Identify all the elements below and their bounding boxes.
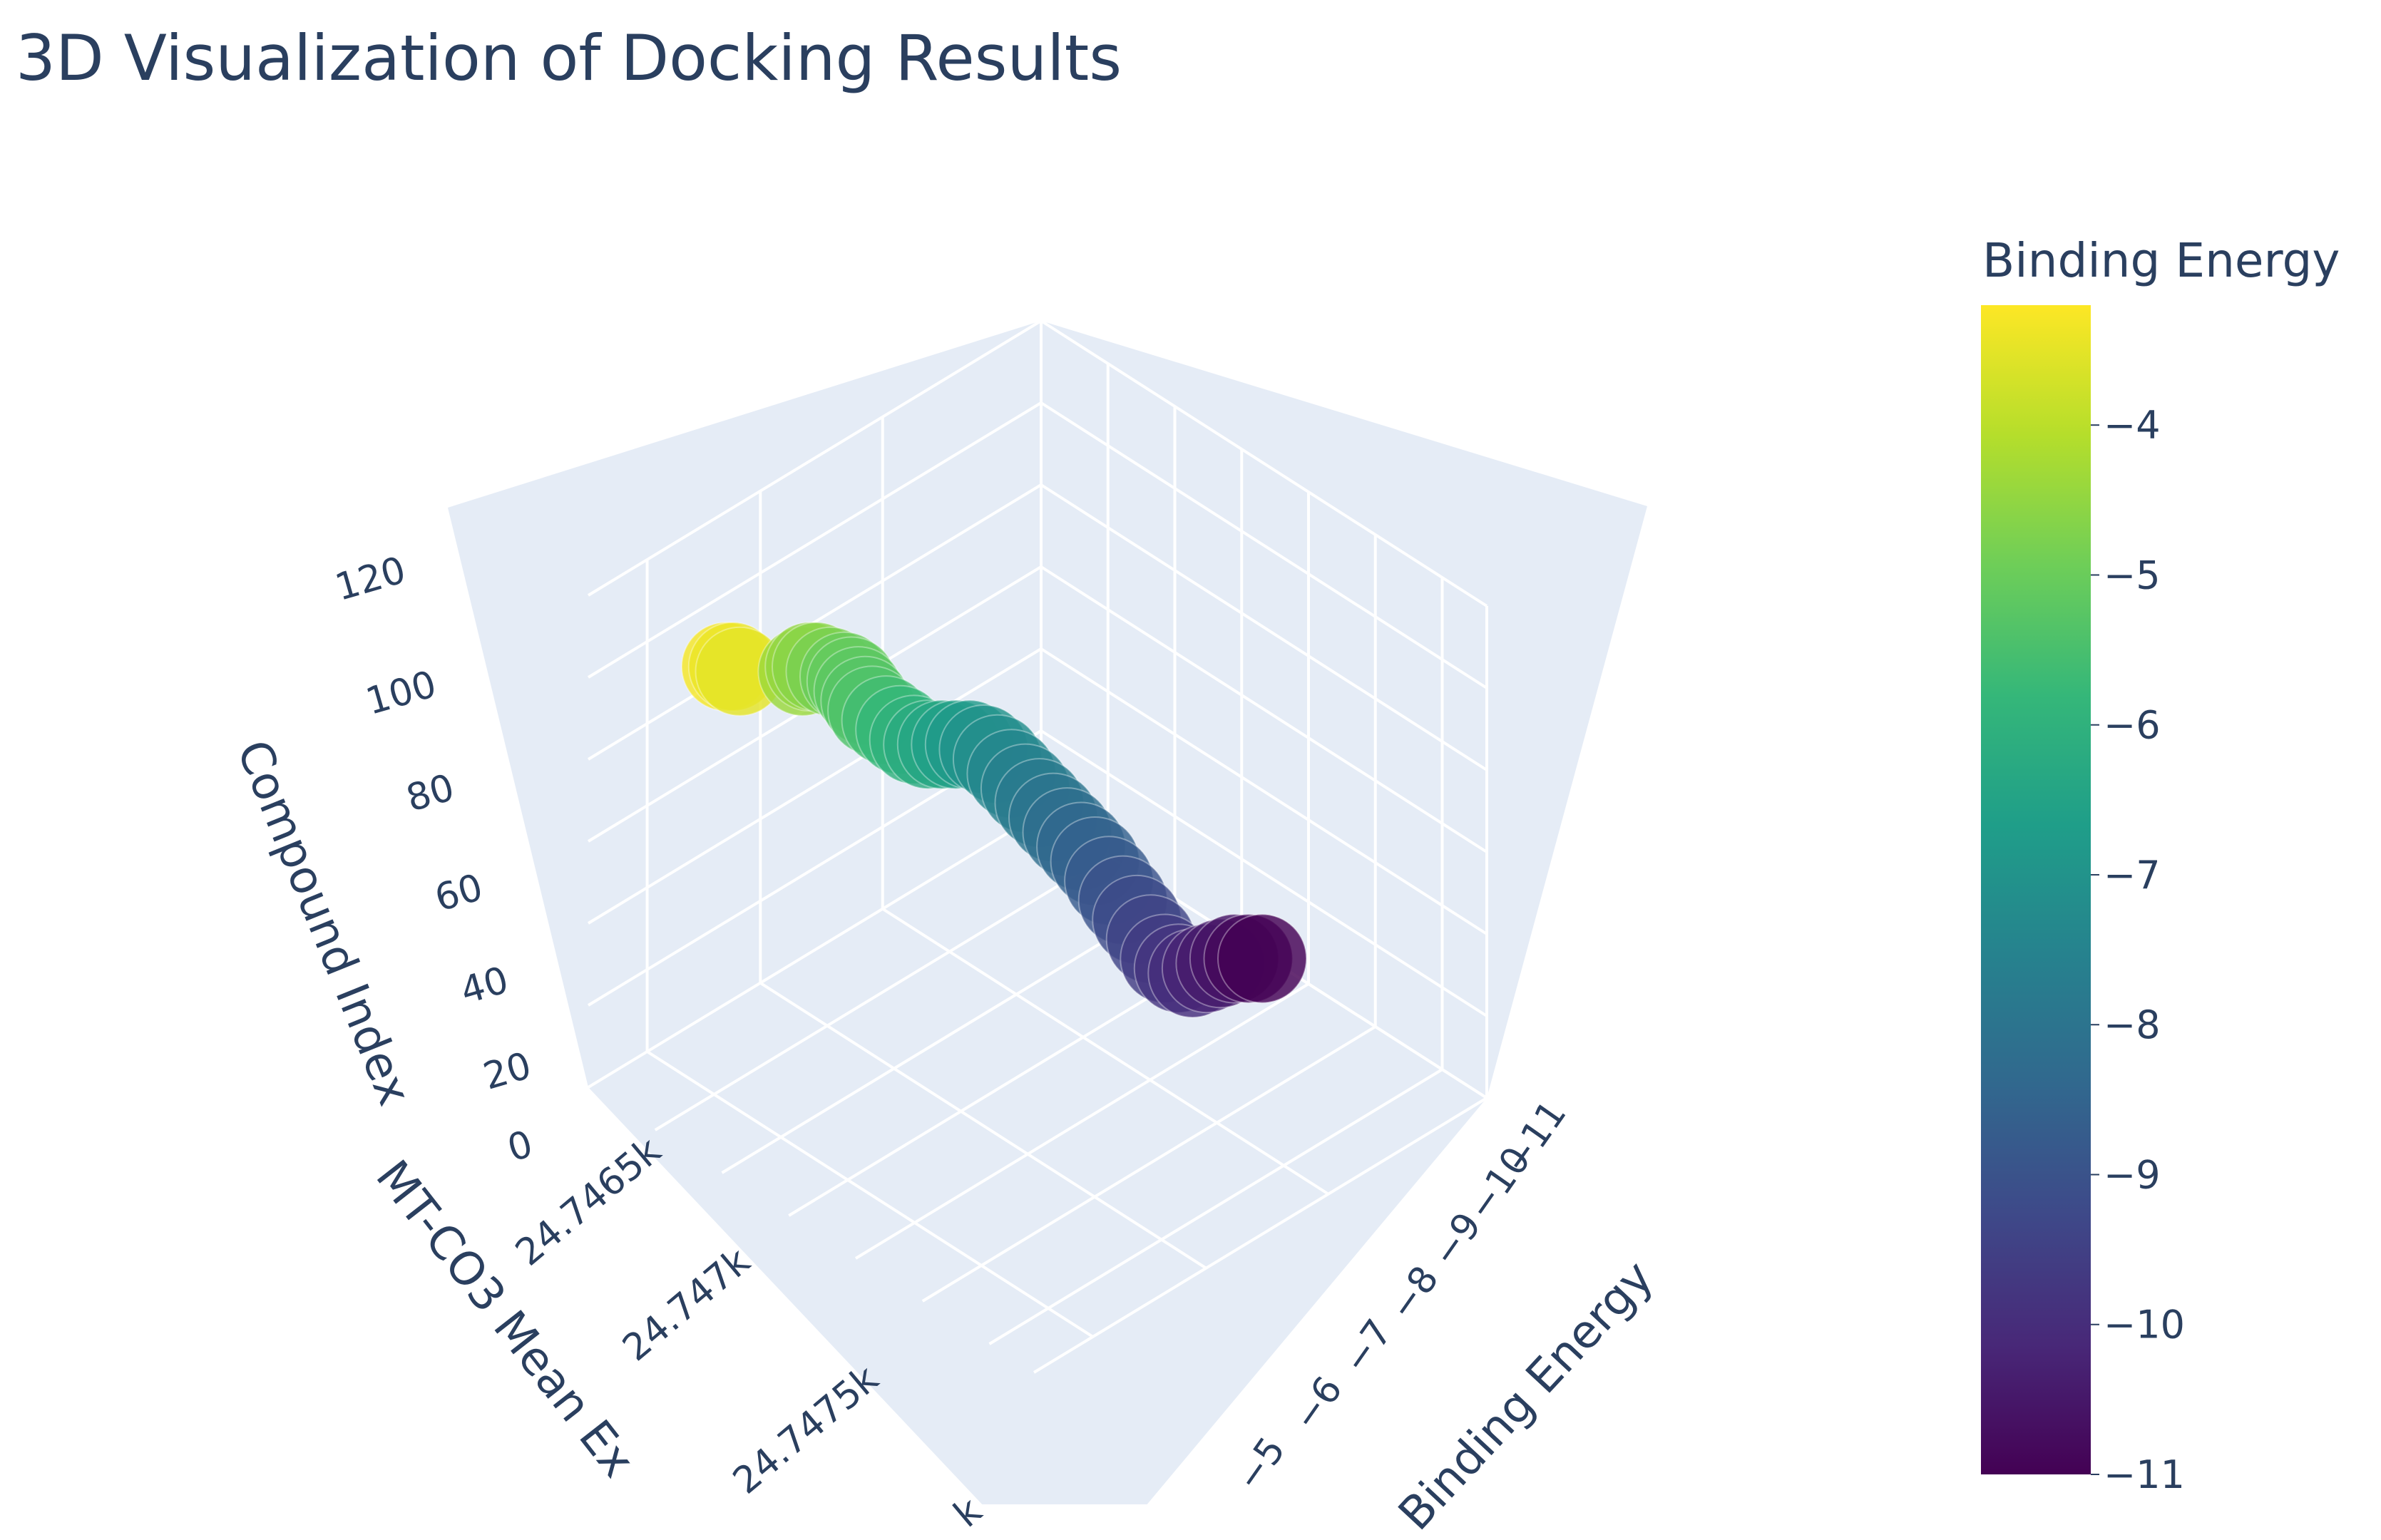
z-tick: 100 [362,663,441,724]
z-axis-title: Compound Index [226,733,420,1112]
gridline [881,908,1329,1196]
colorbar-title: Binding Energy [1982,233,2340,288]
gridline [854,982,1310,1260]
colorbar-tick-label: −7 [2104,853,2161,898]
gridline [988,1068,1443,1345]
x-tick: −8 [1381,1258,1447,1328]
gridline [1040,647,1488,935]
gridline [587,483,1043,761]
gridline [921,1025,1376,1303]
gridline [721,897,1176,1174]
y-tick: 24.747k [615,1240,758,1370]
x-tick: −7 [1334,1312,1401,1381]
pane-back-right [1041,321,1647,1098]
y-tick: 24.7475k [725,1357,886,1503]
gridline [646,1050,1094,1338]
x-tick: −6 [1284,1369,1351,1438]
gridline [587,401,1043,679]
z-tick: 80 [401,766,459,821]
z-tick: 40 [456,959,513,1013]
gridline [1040,729,1488,1017]
gridline [587,319,1043,597]
z-tick: 0 [503,1123,537,1171]
gridline [587,811,1043,1089]
z-tick: 60 [430,866,487,920]
scatter-point [1217,913,1307,1004]
colorbar [1981,305,2091,1474]
colorbar-tick-label: −9 [2104,1152,2161,1197]
gridline [654,854,1109,1131]
gridline [759,982,1207,1270]
x-tick: −5 [1227,1429,1294,1499]
z-tick: 20 [478,1044,536,1099]
gridline [587,647,1043,925]
colorbar-ticks: −4 −5 −6 −7 −8 −9 −10 −11 [2091,403,2185,1497]
colorbar-tick-label: −4 [2104,403,2161,448]
gridline [1040,565,1488,853]
gridline [1033,1097,1488,1374]
colorbar-tick-label: −5 [2104,553,2161,597]
gridline [1040,319,1488,607]
gridline [1040,401,1488,689]
z-tick: 120 [331,549,411,610]
chart-title: 3D Visualization of Docking Results [16,21,1122,95]
gridline [1040,483,1488,771]
colorbar-tick-label: −6 [2104,703,2161,748]
colorbar-tick-label: −11 [2104,1452,2185,1497]
colorbar-tick-label: −10 [2104,1303,2185,1348]
colorbar-tick-label: −8 [2104,1002,2161,1047]
scatter-markers [681,622,1307,1018]
